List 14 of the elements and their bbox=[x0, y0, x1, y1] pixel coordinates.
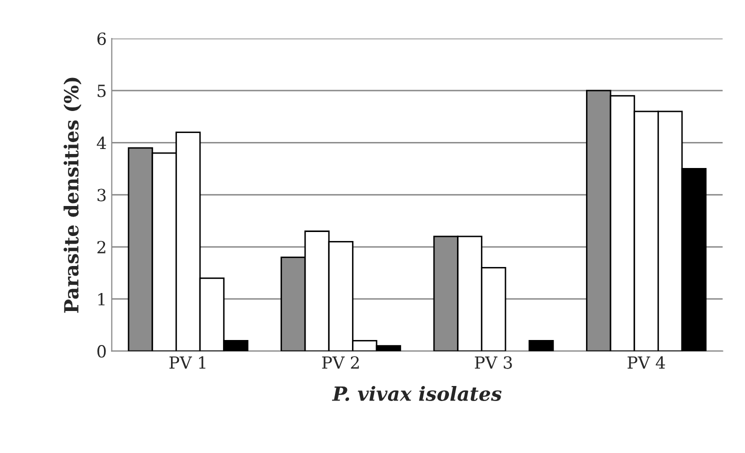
x-axis-title: P. vivax isolates bbox=[332, 386, 502, 402]
y-tick-label: 6 bbox=[97, 32, 106, 46]
y-tick-label: 4 bbox=[96, 136, 106, 150]
y-tick-label: 3 bbox=[98, 188, 106, 202]
x-tick-label: PV 3 bbox=[474, 356, 512, 369]
x-tick-label: PV 4 bbox=[628, 356, 666, 369]
y-tick-label: 0 bbox=[97, 345, 106, 358]
x-tick-label: PV 1 bbox=[169, 356, 206, 369]
x-tick-label: PV 2 bbox=[322, 356, 359, 369]
y-tick-label: 2 bbox=[97, 240, 106, 254]
y-tick-label: 5 bbox=[98, 84, 106, 98]
y-tick-label: 1 bbox=[98, 292, 105, 306]
y-axis-title: Parasite densities (%) bbox=[64, 78, 82, 313]
bar bbox=[528, 340, 554, 352]
